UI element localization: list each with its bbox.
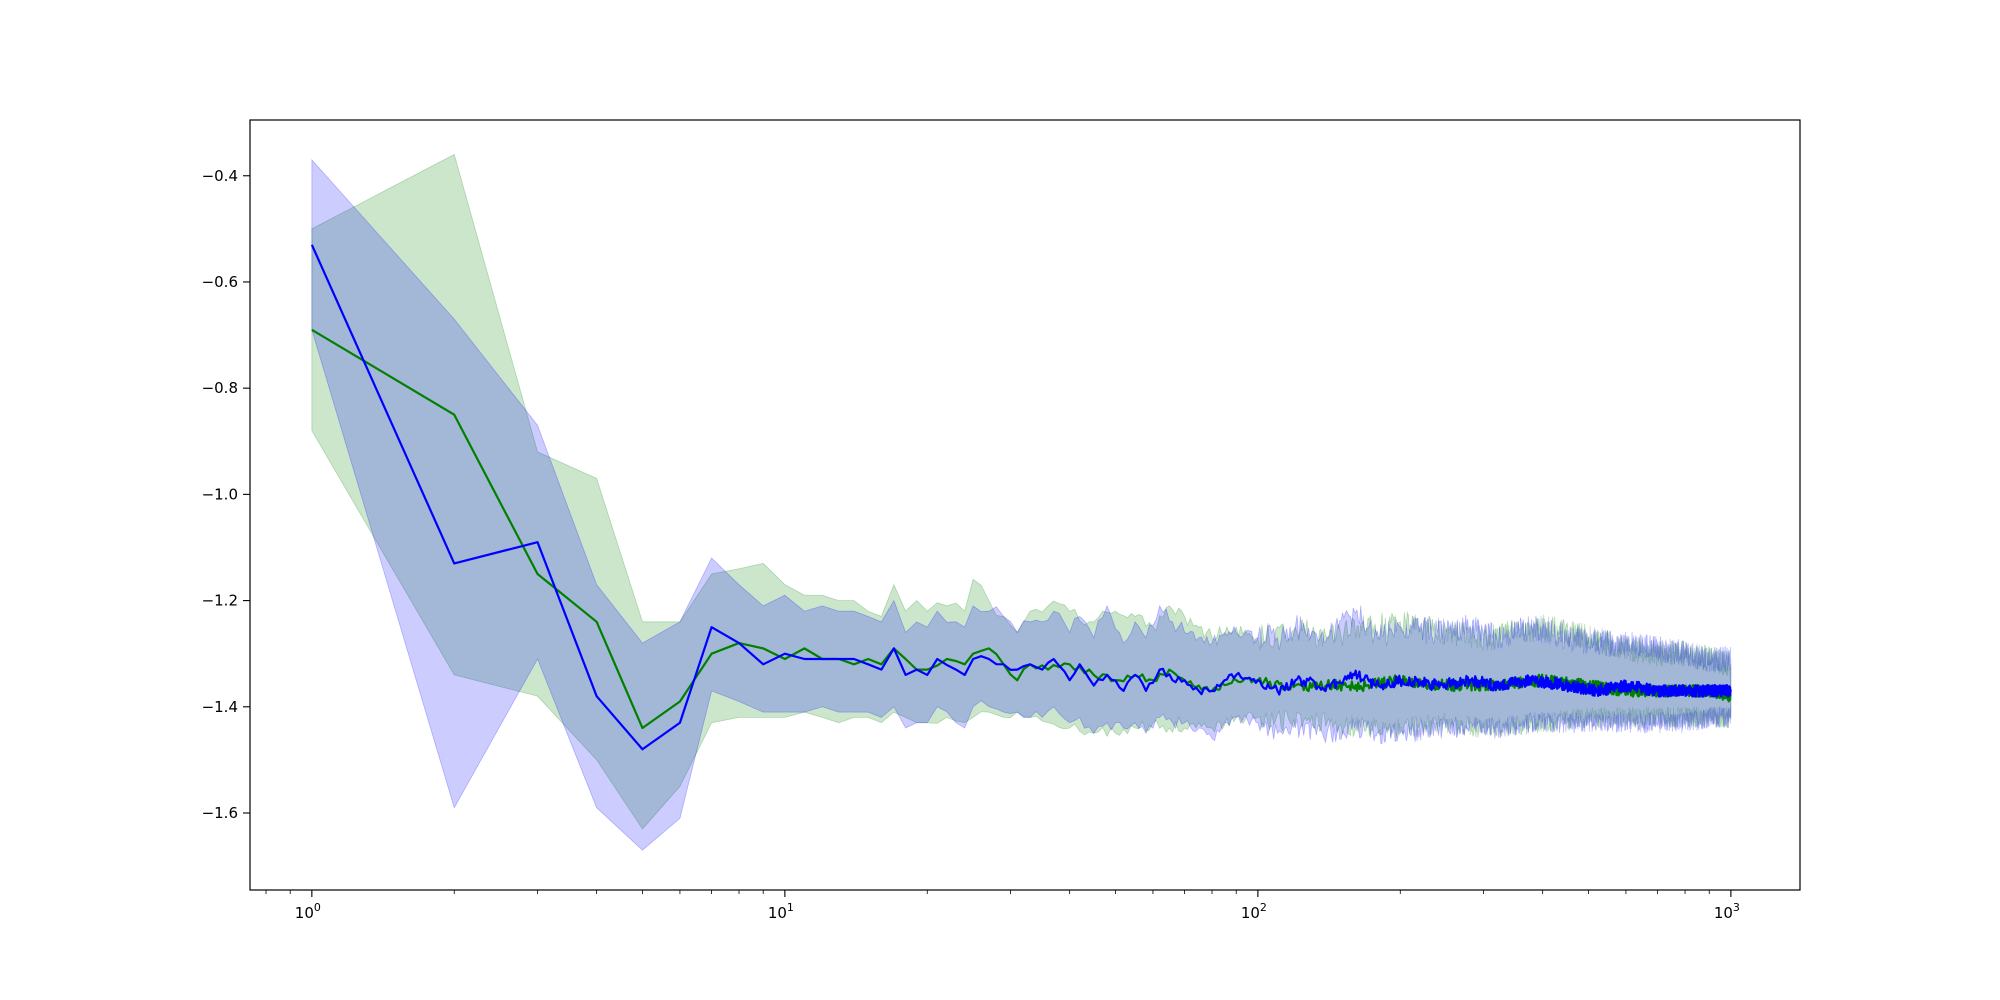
series-2-line <box>310 244 1732 751</box>
y-axis: −0.4 −0.6 −0.8 −1.0 −1.2 −1.4 −1.6 <box>202 167 250 822</box>
y-tick-label: −0.8 <box>202 379 238 397</box>
x-tick-label: 102 <box>1241 901 1267 922</box>
x-tick-label: 101 <box>768 901 794 922</box>
y-tick-label: −1.4 <box>202 698 238 716</box>
y-tick-label: −0.6 <box>202 273 238 291</box>
x-tick-label: 100 <box>295 901 321 922</box>
series-2-band <box>311 158 1732 851</box>
lines-layer <box>310 244 1732 751</box>
plot-frame <box>249 119 1801 891</box>
x-tick-label: 103 <box>1714 901 1740 922</box>
series-1-band <box>311 153 1732 830</box>
bands-layer <box>311 153 1732 851</box>
x-axis: 100 101 102 103 <box>265 890 1740 922</box>
y-tick-label: −1.2 <box>202 592 238 610</box>
y-tick-label: −0.4 <box>202 167 238 185</box>
y-tick-label: −1.6 <box>202 804 238 822</box>
y-tick-label: −1.0 <box>202 485 238 503</box>
